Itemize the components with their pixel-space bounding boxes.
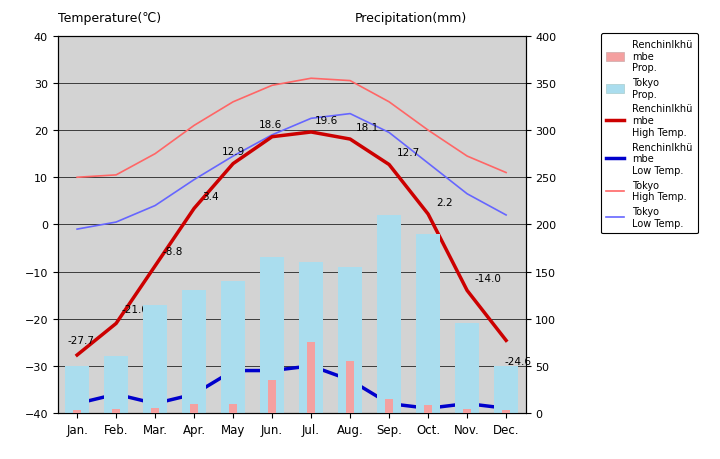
Text: -24.6: -24.6 <box>504 356 531 366</box>
Bar <box>495 366 518 413</box>
Text: -14.0: -14.0 <box>475 274 502 283</box>
Text: Precipitation(mm): Precipitation(mm) <box>355 12 467 25</box>
Bar <box>222 281 245 413</box>
Bar <box>66 366 89 413</box>
Text: -21.0: -21.0 <box>122 304 149 314</box>
Bar <box>424 406 432 413</box>
Bar <box>73 410 81 413</box>
Text: 12.9: 12.9 <box>222 147 245 157</box>
Text: 18.6: 18.6 <box>258 120 282 130</box>
Bar <box>261 258 284 413</box>
Bar <box>463 409 471 413</box>
Bar <box>182 291 206 413</box>
Bar <box>190 404 198 413</box>
Bar <box>151 409 159 413</box>
Text: Temperature(℃): Temperature(℃) <box>58 12 161 25</box>
Bar <box>503 410 510 413</box>
Text: -8.8: -8.8 <box>163 246 184 257</box>
Text: -27.7: -27.7 <box>68 336 94 346</box>
Text: 18.1: 18.1 <box>356 123 379 132</box>
Bar <box>269 380 276 413</box>
Bar <box>143 305 167 413</box>
Text: 19.6: 19.6 <box>315 115 338 125</box>
Bar <box>377 215 401 413</box>
Bar <box>307 342 315 413</box>
Bar <box>112 409 120 413</box>
Text: 2.2: 2.2 <box>436 197 453 207</box>
Text: 3.4: 3.4 <box>202 191 219 202</box>
Bar <box>338 267 361 413</box>
Bar <box>455 324 479 413</box>
Bar <box>300 263 323 413</box>
Bar <box>385 399 393 413</box>
Bar <box>229 404 237 413</box>
Bar <box>104 357 128 413</box>
Text: 12.7: 12.7 <box>397 148 420 158</box>
Bar <box>346 361 354 413</box>
Bar <box>416 234 440 413</box>
Legend: RenchinIkhü
mbe
Prop., Tokyo
Prop., RenchinIkhü
mbe
High Temp., RenchinIkhü
mbe
: RenchinIkhü mbe Prop., Tokyo Prop., Renc… <box>600 34 698 234</box>
